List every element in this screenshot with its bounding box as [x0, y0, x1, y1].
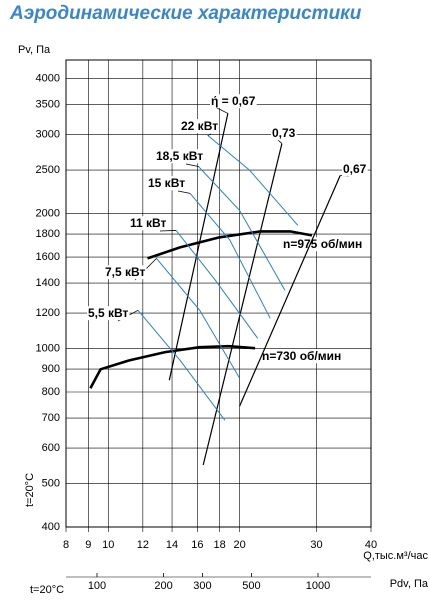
x-tick-label: 8 — [63, 539, 69, 551]
label-background — [147, 176, 187, 191]
y-tick-label: 800 — [42, 386, 60, 398]
curve — [207, 135, 299, 226]
label-background — [87, 306, 130, 321]
series-label: 7,5 кВт — [105, 265, 146, 279]
label-background — [210, 94, 257, 109]
curve — [189, 193, 271, 319]
x-tick-label: 14 — [166, 539, 178, 551]
x2-tick-label: 100 — [88, 580, 106, 592]
leader-line — [277, 139, 283, 144]
x-tick-label: 30 — [310, 539, 322, 551]
leader-line — [159, 230, 177, 232]
curve — [89, 344, 256, 389]
y-tick-label: 900 — [42, 363, 60, 375]
curve — [202, 143, 283, 466]
x-tick-label: 9 — [85, 539, 91, 551]
leader-line — [216, 107, 229, 114]
x2-tick-label: 1000 — [306, 580, 330, 592]
y-tick-label: 1400 — [36, 277, 60, 289]
x2-tick-label: 200 — [154, 580, 172, 592]
leader-line — [185, 163, 199, 167]
label-background — [342, 162, 368, 177]
y-tick-label: 2000 — [36, 207, 60, 219]
series-label: 15 кВт — [148, 176, 185, 190]
leader-line — [177, 190, 191, 194]
y-tick-label: 400 — [42, 521, 60, 533]
series-label: 22 кВт — [181, 119, 218, 133]
curve — [198, 166, 286, 291]
label-background — [180, 119, 220, 134]
x-tick-label: 10 — [102, 539, 114, 551]
curve — [239, 175, 341, 407]
x2-tick-label: 500 — [242, 580, 260, 592]
x2-axis-label: Pdv, Па — [390, 578, 429, 590]
series-label: 11 кВт — [130, 216, 167, 230]
x2-tick-label: 300 — [193, 580, 211, 592]
series-label: n=975 об/мин — [283, 237, 362, 251]
curve — [175, 230, 259, 339]
series-label: n=730 об/мин — [262, 349, 341, 363]
leader-line — [207, 133, 212, 136]
x-tick-label: 20 — [234, 539, 246, 551]
x-tick-label: 18 — [214, 539, 226, 551]
label-background — [271, 126, 297, 141]
label-background — [155, 149, 205, 164]
curve — [137, 309, 226, 421]
y-tick-label: 500 — [42, 477, 60, 489]
y-tick-label: 1800 — [36, 228, 60, 240]
y-tick-label: 3000 — [36, 128, 60, 140]
y-tick-label: 2500 — [36, 164, 60, 176]
temperature-note: t=20°C — [24, 473, 36, 507]
x-tick-label: 16 — [191, 539, 203, 551]
y-tick-label: 1000 — [36, 342, 60, 354]
x-tick-label: 12 — [137, 539, 149, 551]
series-label: 5,5 кВт — [88, 306, 129, 320]
curve — [147, 230, 313, 260]
y-tick-label: 600 — [42, 442, 60, 454]
series-label: 0,67 — [343, 162, 367, 176]
label-background — [104, 265, 147, 280]
label-background — [261, 349, 343, 364]
y-tick-label: 1200 — [36, 307, 60, 319]
series-label: 18,5 кВт — [156, 149, 203, 163]
temperature-note: t=20°C — [30, 584, 64, 596]
label-background — [129, 216, 168, 231]
series-label: 0,73 — [272, 126, 296, 140]
curve — [156, 258, 241, 379]
chart-title: Аэродинамические характеристики — [9, 3, 362, 24]
x-axis-label: Q,тыс.м³/час — [363, 550, 428, 562]
curve — [168, 113, 229, 381]
x-tick-label: 40 — [365, 539, 377, 551]
series-label: ή = 0,67 — [211, 94, 256, 108]
y-tick-label: 700 — [42, 412, 60, 424]
label-background — [282, 237, 364, 252]
y-tick-label: 1600 — [36, 251, 60, 263]
y-axis-label: Pv, Па — [18, 44, 51, 56]
y-tick-label: 3500 — [36, 98, 60, 110]
y-tick-label: 4000 — [36, 72, 60, 84]
